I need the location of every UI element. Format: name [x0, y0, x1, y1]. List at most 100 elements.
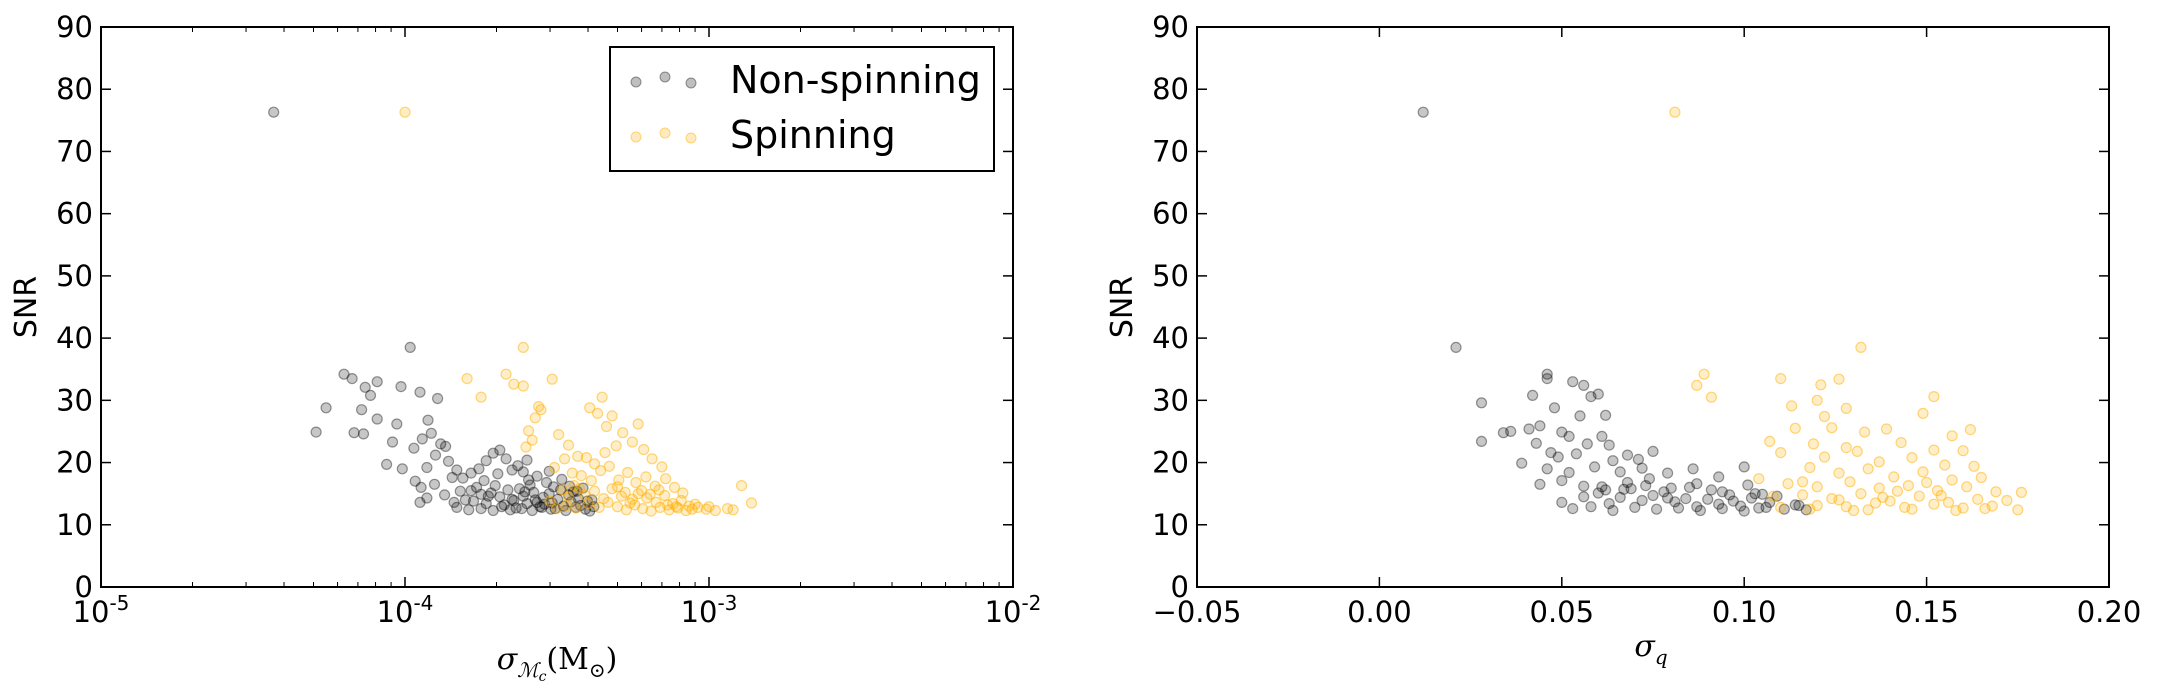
- point-non-spinning: [537, 491, 549, 503]
- y-tick-label: 0: [75, 570, 93, 604]
- x-tick-label: 10-4: [377, 591, 434, 629]
- point-non-spinning: [440, 440, 452, 452]
- y-tick-label: 10: [1152, 508, 1189, 542]
- point-spinning: [727, 504, 739, 516]
- point-spinning: [1939, 459, 1951, 471]
- point-spinning: [1691, 379, 1703, 391]
- point-non-spinning: [1585, 391, 1597, 403]
- point-non-spinning: [1475, 397, 1488, 409]
- point-non-spinning: [1621, 449, 1634, 461]
- point-non-spinning: [1523, 423, 1535, 435]
- point-non-spinning: [1691, 478, 1703, 490]
- point-spinning: [520, 441, 532, 453]
- legend-marker-spinning: [630, 127, 697, 144]
- point-non-spinning: [508, 494, 520, 507]
- right-points: [1417, 106, 2028, 517]
- y-tick-label: 70: [1152, 134, 1189, 168]
- point-spinning: [522, 425, 535, 437]
- left-x-ticks: 10-5 10-4 10-3 10-2: [73, 27, 1042, 629]
- point-non-spinning: [492, 468, 504, 480]
- point-spinning: [617, 427, 629, 439]
- point-non-spinning: [432, 392, 444, 405]
- point-spinning: [1851, 445, 1863, 457]
- point-non-spinning: [1643, 473, 1656, 485]
- point-non-spinning: [467, 495, 480, 507]
- point-spinning: [1753, 473, 1765, 485]
- point-spinning: [1950, 504, 1962, 517]
- point-non-spinning: [465, 467, 477, 479]
- point-spinning: [575, 470, 587, 482]
- point-spinning: [703, 501, 715, 513]
- point-spinning: [588, 485, 601, 497]
- point-spinning: [653, 484, 665, 496]
- point-spinning: [1880, 423, 1893, 435]
- x-tick-label: 10-2: [985, 591, 1042, 629]
- point-spinning: [1789, 422, 1801, 434]
- y-tick-label: 90: [56, 10, 93, 44]
- point-non-spinning: [1534, 420, 1546, 432]
- point-non-spinning: [1581, 438, 1593, 450]
- point-non-spinning: [1749, 488, 1761, 500]
- point-non-spinning: [1541, 463, 1553, 475]
- point-spinning: [593, 501, 605, 513]
- point-spinning: [2012, 504, 2024, 516]
- y-tick-label: 50: [1152, 259, 1189, 293]
- point-non-spinning: [480, 455, 492, 467]
- point-spinning: [568, 480, 580, 492]
- point-non-spinning: [346, 373, 358, 385]
- point-non-spinning: [1723, 489, 1736, 501]
- point-spinning: [1902, 480, 1915, 492]
- point-spinning: [594, 465, 607, 477]
- point-spinning: [630, 476, 642, 489]
- point-non-spinning: [421, 492, 433, 504]
- point-non-spinning: [1636, 494, 1648, 507]
- point-spinning: [1877, 491, 1889, 503]
- point-non-spinning: [498, 499, 510, 511]
- point-non-spinning: [1702, 493, 1714, 505]
- point-non-spinning: [415, 481, 427, 493]
- point-spinning: [552, 429, 565, 441]
- point-non-spinning: [1800, 504, 1812, 516]
- point-spinning: [1782, 478, 1794, 490]
- point-spinning: [1975, 471, 1987, 484]
- point-non-spinning: [1592, 487, 1604, 499]
- right-chart: 0 10 20 30 40 50 60 70 80 90 −0.05 0.00 0.05 0.10 0.1…: [1105, 10, 2141, 669]
- point-non-spinning: [1621, 476, 1634, 489]
- point-non-spinning: [1556, 475, 1568, 487]
- point-spinning: [1855, 341, 1867, 353]
- point-non-spinning: [545, 503, 557, 515]
- point-spinning: [2015, 486, 2028, 498]
- point-non-spinning: [489, 480, 501, 492]
- point-spinning: [548, 461, 561, 474]
- point-non-spinning: [1516, 457, 1528, 469]
- point-non-spinning: [1771, 490, 1783, 502]
- point-non-spinning: [1567, 503, 1579, 515]
- point-spinning: [1990, 486, 2002, 498]
- y-tick-label: 20: [56, 446, 93, 480]
- point-non-spinning: [416, 433, 428, 445]
- point-spinning: [475, 391, 487, 403]
- point-non-spinning: [1705, 484, 1718, 496]
- point-spinning: [606, 410, 618, 422]
- point-spinning: [550, 503, 563, 515]
- point-spinning: [558, 453, 571, 465]
- point-spinning: [1698, 368, 1710, 380]
- point-spinning: [1840, 442, 1852, 454]
- point-spinning: [1858, 426, 1871, 438]
- point-non-spinning: [357, 428, 370, 440]
- point-non-spinning: [1570, 448, 1583, 460]
- point-spinning: [1764, 435, 1776, 447]
- point-spinning: [632, 418, 644, 430]
- right-y-ticks: 0 10 20 30 40 50 60 70 80 90: [1152, 10, 2109, 604]
- y-tick-label: 80: [56, 72, 93, 106]
- point-non-spinning: [1647, 489, 1659, 502]
- point-spinning: [1917, 407, 1929, 419]
- legend-label-spinning: Spinning: [730, 113, 896, 157]
- point-non-spinning: [1716, 503, 1728, 515]
- point-spinning: [644, 488, 656, 500]
- y-tick-label: 30: [56, 383, 93, 417]
- point-non-spinning: [1578, 480, 1590, 492]
- point-non-spinning: [1614, 466, 1626, 478]
- right-x-axis-label: σq: [1634, 629, 1667, 669]
- point-non-spinning: [529, 494, 541, 506]
